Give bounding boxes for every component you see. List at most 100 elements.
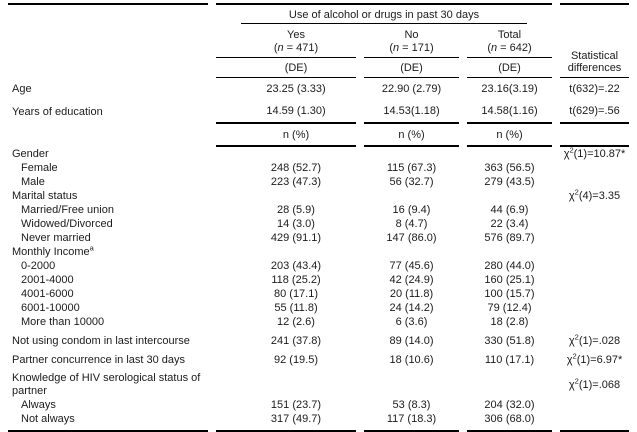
cell-no [364, 245, 459, 259]
cell-no: 147 (86.0) [386, 231, 437, 244]
cell-no [364, 147, 459, 161]
cell-yes: 12 (2.6) [277, 315, 315, 328]
row-label: 2001-4000 [21, 273, 74, 286]
cell-no: 22.90 (2.79) [381, 83, 442, 95]
row-label: Age [12, 83, 32, 95]
cell-no: 18 (10.6) [389, 353, 434, 366]
cell-total: 306 (68.0) [467, 412, 553, 432]
cell-no: 24 (14.2) [389, 301, 434, 314]
cell-yes: 23.25 (3.33) [266, 83, 326, 95]
table-row: Years of education 14.59 (1.30) 14.53(1.… [8, 100, 630, 124]
cell-total: 18 (2.8) [490, 315, 529, 328]
cell-statistic [560, 231, 629, 245]
cell-total: 279 (43.5) [484, 175, 535, 188]
table-row: Monthly Incomea [8, 244, 629, 259]
row-label: More than 10000 [21, 315, 105, 328]
cell-total: 22 (3.4) [490, 217, 529, 230]
cell-total: 23.16(3.19) [481, 83, 538, 95]
cell-no: 89 (14.0) [389, 334, 434, 347]
demographics-statistics-table: Use of alcohol or drugs in past 30 days … [0, 3, 637, 432]
row-label: Never married [21, 231, 91, 244]
cell-statistic: t(629)=.56 [560, 100, 630, 124]
cell-yes: 28 (5.9) [277, 203, 315, 216]
table-row: Knowledge of HIV serological status of p… [8, 367, 629, 398]
col-header-total: Total (n = 642) [467, 25, 553, 58]
table-row: Married/Free union 28 (5.9) 16 (9.4) 44 … [8, 203, 629, 217]
col-header-yes: Yes (n = 471) [216, 25, 356, 58]
cell-yes: 317 (49.7) [216, 412, 356, 432]
cell-statistic [560, 245, 629, 259]
table-row: Partner concurrence in last 30 days 92 (… [8, 348, 629, 367]
cell-statistic [560, 217, 629, 231]
cell-statistic [560, 259, 629, 273]
row-label: Gender [12, 147, 49, 160]
cell-total: 204 (32.0) [484, 398, 535, 411]
cell-yes: 14.59 (1.30) [216, 100, 356, 124]
cell-total [467, 367, 552, 398]
cell-yes: 429 (91.1) [270, 231, 322, 244]
cell-total: 110 (17.1) [484, 353, 535, 366]
cell-yes [216, 147, 356, 161]
table-row: Not always 317 (49.7) 117 (18.3) 306 (68… [8, 412, 630, 432]
cell-statistic: χ2(1)=10.87* [563, 144, 626, 160]
cell-statistic [560, 315, 629, 329]
col-header-statistical-differences: Statistical differences [560, 25, 630, 78]
empty-cell [8, 58, 208, 78]
npct-header-total: n (%) [467, 124, 553, 147]
de-header-no: (DE) [364, 58, 459, 78]
cell-no: 6 (3.6) [395, 315, 428, 328]
row-label: Widowed/Divorced [21, 217, 113, 230]
cell-yes: 223 (47.3) [270, 175, 322, 188]
table-row: (DE) (DE) (DE) [8, 58, 629, 78]
row-label: Knowledge of HIV serological status of p… [12, 372, 201, 397]
cell-yes: 80 (17.1) [273, 287, 319, 300]
cell-statistic: χ2(1)=.028 [568, 331, 621, 347]
cell-total: 14.58(1.16) [467, 100, 553, 124]
cell-yes [216, 367, 356, 398]
table-row: Not using condom in last intercourse 241… [8, 329, 629, 348]
cell-statistic [560, 301, 629, 315]
cell-yes: 118 (25.2) [271, 273, 321, 286]
table-row: More than 10000 12 (2.6) 6 (3.6) 18 (2.8… [8, 315, 629, 329]
col-header-no: No (n = 171) [364, 25, 459, 58]
de-header-total: (DE) [467, 58, 553, 78]
npct-header-no: n (%) [364, 124, 459, 147]
corner-cell [8, 3, 208, 25]
table-row: Age 23.25 (3.33) 22.90 (2.79) 23.16(3.19… [8, 78, 629, 100]
cell-statistic: χ2(4)=3.35 [568, 186, 621, 202]
row-label: Not always [8, 412, 208, 432]
table-row: Male 223 (47.3) 56 (32.7) 279 (43.5) [8, 175, 629, 189]
table-row: Use of alcohol or drugs in past 30 days [8, 3, 630, 25]
table-row: 6001-10000 55 (11.8) 24 (14.2) 79 (12.4) [8, 301, 629, 315]
table-row: Yes (n = 471) No (n = 171) Total (n = 64… [8, 25, 630, 78]
cell-no: 8 (4.7) [395, 217, 428, 230]
cell-statistic [560, 412, 630, 432]
cell-yes: 14 (3.0) [277, 217, 315, 230]
row-label: 4001-6000 [21, 287, 74, 300]
table-row: 4001-6000 80 (17.1) 20 (11.8) 100 (15.7) [8, 287, 629, 301]
cell-statistic: χ2(1)=.068 [568, 375, 621, 391]
table-row: Female 248 (52.7) 115 (67.3) 363 (56.5) [8, 161, 629, 175]
row-label: Married/Free union [21, 203, 114, 216]
row-label: Marital status [12, 189, 78, 202]
table-row: 2001-4000 118 (25.2) 42 (24.9) 160 (25.1… [8, 273, 629, 287]
span-header-cell: Use of alcohol or drugs in past 30 days [216, 3, 553, 25]
table-row: 0-2000 203 (43.4) 77 (45.6) 280 (44.0) [8, 259, 629, 273]
table-row: Gender χ2(1)=10.87* [8, 144, 629, 161]
row-label: Not using condom in last intercourse [12, 334, 190, 347]
cell-yes: 203 (43.4) [270, 259, 322, 272]
row-label: Always [21, 398, 56, 411]
cell-total: 280 (44.0) [484, 259, 535, 272]
cell-total [467, 147, 552, 161]
corner-cell [560, 3, 630, 25]
cell-no: 14.53(1.18) [364, 100, 459, 124]
cell-statistic [560, 398, 629, 412]
span-header-title: Use of alcohol or drugs in past 30 days [241, 7, 528, 24]
de-header-yes: (DE) [216, 58, 356, 78]
cell-total [467, 245, 552, 259]
row-label: Years of education [12, 106, 103, 118]
table-row: Widowed/Divorced 14 (3.0) 8 (4.7) 22 (3.… [8, 217, 629, 231]
table-row: Always 151 (23.7) 53 (8.3) 204 (32.0) [8, 398, 629, 412]
table-row: Marital status χ2(4)=3.35 [8, 186, 629, 203]
cell-total [467, 189, 552, 203]
